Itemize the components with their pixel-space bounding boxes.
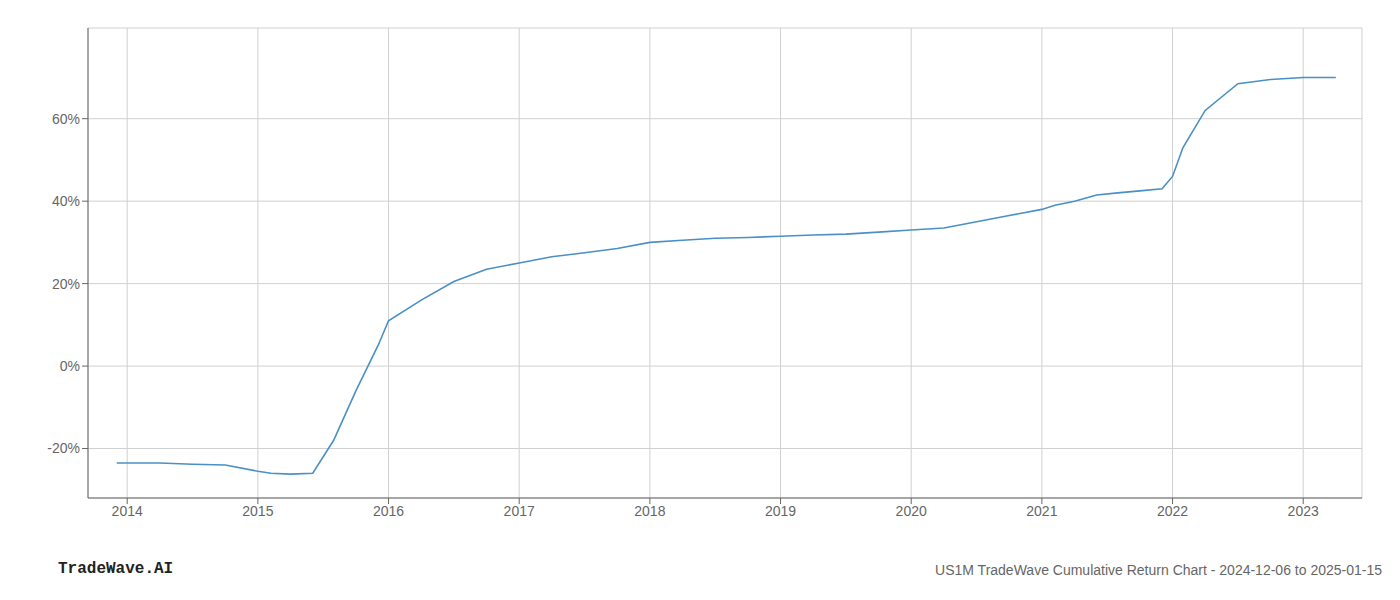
- svg-text:40%: 40%: [52, 193, 80, 209]
- svg-text:60%: 60%: [52, 111, 80, 127]
- svg-text:2017: 2017: [504, 503, 535, 519]
- svg-text:2023: 2023: [1288, 503, 1319, 519]
- html-text:US1M TradeWave Cumulative Retu: US1M TradeWave Cumulative Return Chart -…: [935, 562, 1382, 578]
- svg-text:2020: 2020: [896, 503, 927, 519]
- svg-text:2019: 2019: [765, 503, 796, 519]
- svg-text:2015: 2015: [242, 503, 273, 519]
- svg-text:2021: 2021: [1026, 503, 1057, 519]
- svg-text:0%: 0%: [60, 358, 80, 374]
- html-text:TradeWave.AI: TradeWave.AI: [58, 560, 174, 578]
- svg-text:2018: 2018: [634, 503, 665, 519]
- svg-text:2014: 2014: [112, 503, 143, 519]
- svg-text:20%: 20%: [52, 276, 80, 292]
- svg-text:2016: 2016: [373, 503, 404, 519]
- svg-text:-20%: -20%: [47, 440, 80, 456]
- svg-text:2022: 2022: [1157, 503, 1188, 519]
